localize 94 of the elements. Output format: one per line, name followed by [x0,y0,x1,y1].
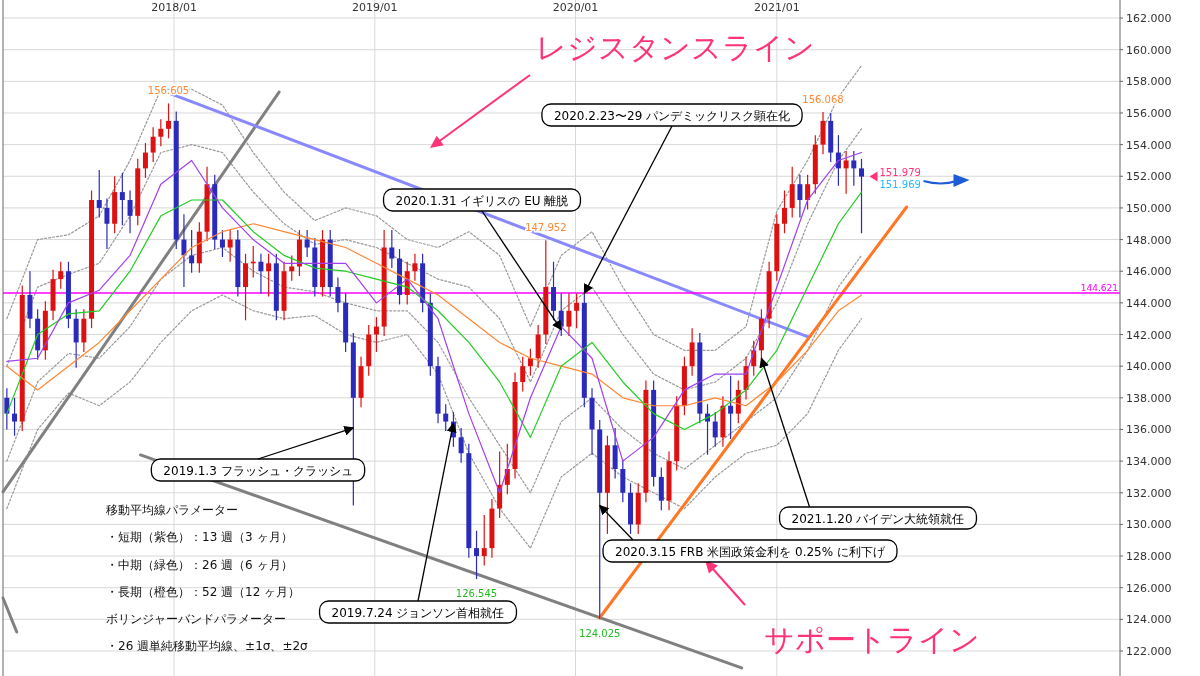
candlestick [166,102,172,139]
candlestick [520,356,526,393]
annotation: 156.068 [802,93,844,105]
candlestick [412,253,418,282]
candlestick [805,174,811,211]
y-tick-label: 122.000 [1126,645,1172,658]
candlestick [335,276,341,313]
y-tick-label: 160.000 [1126,43,1172,57]
candlestick [789,166,795,219]
candlestick [127,189,133,234]
candlestick [258,253,264,294]
candlestick [119,172,125,226]
candlestick [12,397,18,437]
annotation: 2021.1.20 バイデン大統領就任 [791,512,965,526]
candlestick [443,403,449,432]
x-tick-label: 2021/01 [753,1,800,14]
candlestick [27,270,33,329]
candlestick [243,253,249,321]
candlestick [73,308,79,369]
annotation: 124.025 [579,627,621,639]
candlestick [158,118,164,147]
annotation: ・中期（緑色）：26 週（6 ヶ月） [106,558,293,572]
candlestick [142,142,148,179]
candlestick [658,466,664,511]
y-tick-label: 140.000 [1126,360,1172,374]
candlestick [181,213,187,288]
y-tick-label: 154.000 [1126,138,1172,152]
candlestick [4,387,10,431]
y-tick-label: 124.000 [1126,613,1172,627]
y-tick-label: 144.000 [1126,296,1172,310]
candlestick [612,427,618,480]
y-tick-label: 162.000 [1126,12,1172,26]
y-tick-label: 148.000 [1126,233,1172,247]
candlestick [782,189,788,234]
annotation: ・26 週単純移動平均線、±1σ、±2σ [106,639,308,653]
candlestick [81,308,87,353]
candlestick [189,229,195,274]
annotation: 2019.1.3 フラッシュ・クラッシュ [163,464,353,478]
y-tick-label: 152.000 [1126,170,1172,184]
annotation: 151.969 [879,178,921,190]
candlestick [266,253,272,298]
candlestick [458,427,464,464]
candlestick [389,229,395,269]
y-tick-label: 128.000 [1126,550,1172,564]
y-tick-label: 132.000 [1126,486,1172,500]
candlestick [58,261,64,290]
annotation: 2020.2.23〜29 パンデミックリスク顕在化 [553,109,791,123]
candlestick [797,174,803,219]
y-tick-label: 142.000 [1126,328,1172,342]
annotation: ボリンジャーバンドパラメーター [106,612,286,626]
annotation: 151.979 [879,166,921,178]
annotation: 2020.3.15 FRB 米国政策金利を 0.25% に利下げ [615,545,886,559]
candlestick [574,292,580,329]
candlestick [843,150,849,195]
candlestick [566,292,572,337]
candlestick [289,254,295,282]
candlestick [96,169,102,219]
y-tick-label: 158.000 [1126,75,1172,89]
annotation: ・長期（橙色）：52 週（12 ヶ月） [106,585,301,599]
y-tick-label: 150.000 [1126,201,1172,215]
x-tick-label: 2020/01 [552,1,599,14]
annotation: レジスタンスライン [535,30,815,65]
annotation: 126.545 [455,588,498,600]
ref-line-label: 144.621 [1080,283,1118,294]
candlestick [104,197,110,250]
y-tick-label: 130.000 [1126,518,1172,532]
annotation: ・短期（紫色）：13 週（3 ヶ月） [106,530,293,544]
annotation: 移動平均線パラメーター [106,503,238,517]
y-tick-label: 156.000 [1126,106,1172,120]
x-tick-label: 2018/01 [151,1,197,14]
candlestick [551,261,557,321]
annotation: 147.952 [525,222,567,234]
annotation: サポートライン [764,622,980,657]
x-tick-label: 2019/01 [351,1,398,14]
candlestick [820,111,826,155]
y-tick-label: 136.000 [1126,423,1172,437]
candlestick [481,514,487,567]
annotation: 2019.7.24 ジョンソン首相就任 [331,606,505,620]
y-tick-label: 146.000 [1126,265,1172,279]
annotation: 2020.1.31 イギリスの EU 離脱 [395,194,569,208]
candlestick [712,411,718,448]
y-tick-label: 138.000 [1126,391,1172,405]
candlestick [851,150,857,187]
candlestick [535,324,541,369]
y-tick-label: 126.000 [1126,581,1172,595]
candlestick [689,327,695,377]
candlestick [373,316,379,353]
candlestick [150,126,156,163]
y-tick-label: 134.000 [1126,455,1172,469]
candlestick [859,158,865,234]
candlestick [474,530,480,580]
candlestick [728,375,734,440]
candlestick [527,348,533,377]
annotation: 156.605 [147,85,190,97]
